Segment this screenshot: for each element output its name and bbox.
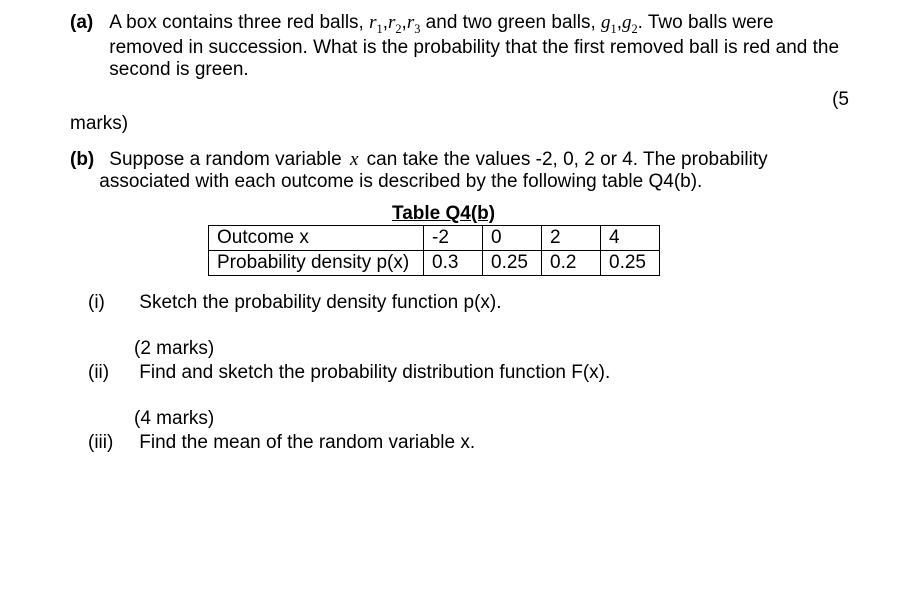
part-b-line1-after: can take the values -2, 0, 2 or 4. The p… [361,149,767,170]
part-a-text-before: A box contains three red balls, [109,12,369,33]
table-row: Outcome x -2 0 2 4 [209,225,660,250]
row2-label: Probability density p(x) [209,250,424,275]
exam-question-page: (a) A box contains three red balls, r1,r… [0,0,921,466]
outcome-1: 0 [483,225,542,250]
var-r1-sym: r [369,12,376,33]
part-b-line2: associated with each outcome is describe… [99,171,702,193]
part-b: (b) Suppose a random variable x can take… [70,149,851,193]
var-r1-sub: 1 [377,22,383,36]
subpart-iii: (iii) Find the mean of the random variab… [70,432,851,454]
subpart-iii-text: Find the mean of the random variable x. [139,432,839,454]
part-b-label: (b) [70,149,104,171]
table-row: Probability density p(x) 0.3 0.25 0.2 0.… [209,250,660,275]
subpart-ii-label: (ii) [88,362,134,384]
outcome-2: 2 [542,225,601,250]
part-a-text-mid: and two green balls, [420,12,601,33]
prob-1: 0.25 [483,250,542,275]
part-a-marks-open: (5 [70,89,851,111]
subpart-i-marks: (2 marks) [134,338,851,360]
table-q4b-caption: Table Q4(b) [284,203,851,225]
outcome-3: 4 [601,225,660,250]
row1-label: Outcome x [209,225,424,250]
subpart-ii-marks: (4 marks) [134,408,851,430]
part-a-label: (a) [70,12,104,34]
var-g1-sub: 1 [611,22,617,36]
prob-0: 0.3 [424,250,483,275]
part-b-line1-before: Suppose a random variable [109,149,347,170]
part-b-body: Suppose a random variable x can take the… [109,149,849,193]
subpart-ii: (ii) Find and sketch the probability dis… [70,362,851,384]
part-a-marks-close: marks) [70,113,851,135]
outcome-0: -2 [424,225,483,250]
subpart-ii-text: Find and sketch the probability distribu… [139,362,839,384]
table-q4b: Outcome x -2 0 2 4 Probability density p… [208,225,660,276]
subpart-i-label: (i) [88,292,134,314]
part-a-body: A box contains three red balls, r1,r2,r3… [109,12,849,81]
var-r2-sub: 2 [395,22,401,36]
subpart-i-text: Sketch the probability density function … [139,292,839,314]
var-x: x [347,149,361,170]
var-g1-sym: g [601,12,611,33]
subpart-iii-label: (iii) [88,432,134,454]
prob-3: 0.25 [601,250,660,275]
prob-2: 0.2 [542,250,601,275]
part-a: (a) A box contains three red balls, r1,r… [70,12,851,81]
subpart-i: (i) Sketch the probability density funct… [70,292,851,314]
table-q4b-wrap: Table Q4(b) Outcome x -2 0 2 4 Probabili… [70,203,851,276]
